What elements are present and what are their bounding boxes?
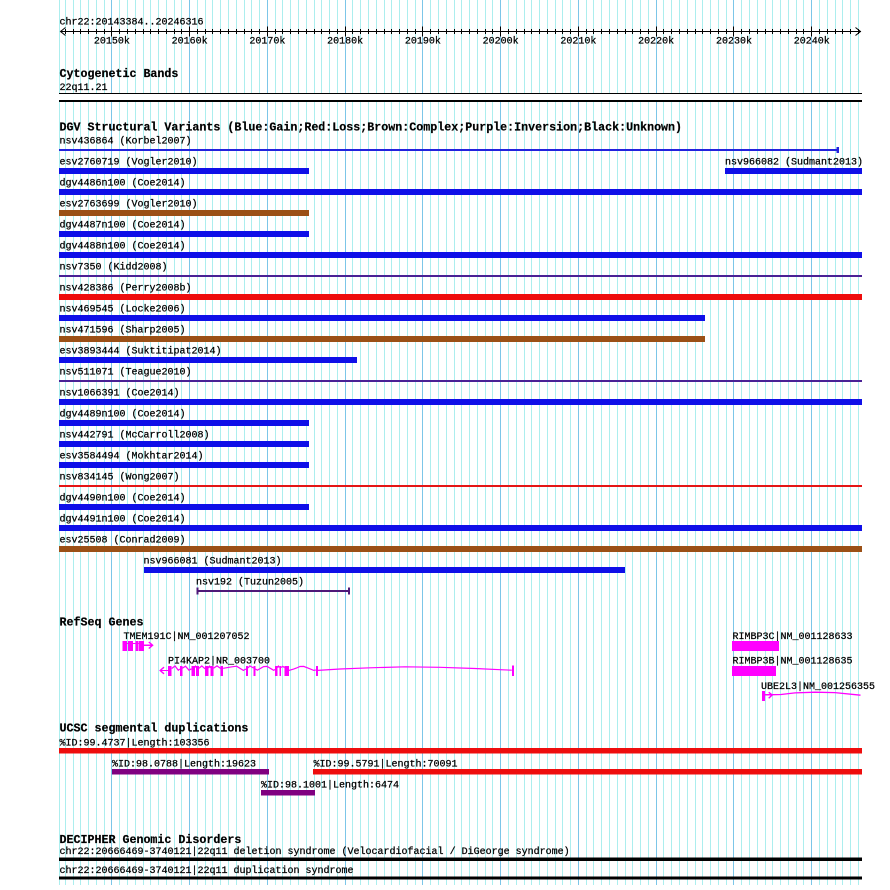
svg-text:%ID:99.5791|Length:70091: %ID:99.5791|Length:70091 (314, 759, 458, 771)
svg-text:UBE2L3|NM_001256355: UBE2L3|NM_001256355 (761, 681, 875, 693)
svg-text:esv2760719 (Vogler2010): esv2760719 (Vogler2010) (60, 157, 198, 169)
svg-text:PI4KAP2|NR_003700: PI4KAP2|NR_003700 (168, 656, 270, 668)
svg-text:%ID:99.4737|Length:103356: %ID:99.4737|Length:103356 (60, 738, 210, 750)
svg-text:DGV Structural Variants (Blue:: DGV Structural Variants (Blue:Gain;Red:L… (60, 121, 683, 135)
svg-text:20170k: 20170k (249, 36, 285, 48)
svg-text:20240k: 20240k (794, 36, 830, 48)
svg-text:esv2763699 (Vogler2010): esv2763699 (Vogler2010) (60, 199, 198, 211)
svg-text:%ID:98.1001|Length:6474: %ID:98.1001|Length:6474 (261, 780, 399, 792)
svg-text:nsv511071 (Teague2010): nsv511071 (Teague2010) (60, 367, 192, 379)
svg-text:nsv7350 (Kidd2008): nsv7350 (Kidd2008) (60, 262, 168, 274)
svg-text:dgv4487n100 (Coe2014): dgv4487n100 (Coe2014) (60, 220, 186, 232)
svg-text:nsv966082 (Sudmant2013): nsv966082 (Sudmant2013) (725, 157, 863, 169)
svg-text:chr22:20666469-3740121|22q11 d: chr22:20666469-3740121|22q11 duplication… (60, 865, 354, 877)
svg-text:UCSC segmental duplications: UCSC segmental duplications (60, 722, 249, 736)
svg-text:nsv469545 (Locke2006): nsv469545 (Locke2006) (60, 304, 186, 316)
svg-text:esv3893444 (Suktitipat2014): esv3893444 (Suktitipat2014) (60, 346, 222, 358)
svg-text:nsv1066391 (Coe2014): nsv1066391 (Coe2014) (60, 388, 180, 400)
svg-text:dgv4486n100 (Coe2014): dgv4486n100 (Coe2014) (60, 178, 186, 190)
svg-text:dgv4489n100 (Coe2014): dgv4489n100 (Coe2014) (60, 409, 186, 421)
svg-text:20150k: 20150k (94, 36, 130, 48)
svg-text:20190k: 20190k (405, 36, 441, 48)
svg-text:nsv471596 (Sharp2005): nsv471596 (Sharp2005) (60, 325, 186, 337)
svg-text:20210k: 20210k (560, 36, 596, 48)
svg-text:chr22:20143384..20246316: chr22:20143384..20246316 (60, 17, 204, 29)
svg-text:DECIPHER Genomic Disorders: DECIPHER Genomic Disorders (60, 833, 242, 847)
svg-text:nsv428386 (Perry2008b): nsv428386 (Perry2008b) (60, 283, 192, 295)
svg-text:20180k: 20180k (327, 36, 363, 48)
svg-text:esv25508 (Conrad2009): esv25508 (Conrad2009) (60, 535, 186, 547)
svg-text:nsv966081 (Sudmant2013): nsv966081 (Sudmant2013) (144, 556, 282, 568)
svg-text:dgv4490n100 (Coe2014): dgv4490n100 (Coe2014) (60, 493, 186, 505)
svg-text:Cytogenetic Bands: Cytogenetic Bands (60, 67, 179, 81)
svg-text:20200k: 20200k (483, 36, 519, 48)
svg-text:RefSeq Genes: RefSeq Genes (60, 616, 144, 630)
svg-text:22q11.21: 22q11.21 (60, 83, 108, 94)
svg-text:RIMBP3C|NM_001128633: RIMBP3C|NM_001128633 (733, 631, 853, 643)
svg-text:nsv436864 (Korbel2007): nsv436864 (Korbel2007) (60, 136, 192, 148)
svg-text:TMEM191C|NM_001207052: TMEM191C|NM_001207052 (124, 631, 250, 643)
svg-text:esv3584494 (Mokhtar2014): esv3584494 (Mokhtar2014) (60, 451, 204, 463)
svg-text:20220k: 20220k (638, 36, 674, 48)
svg-text:chr22:20666469-3740121|22q11 d: chr22:20666469-3740121|22q11 deletion sy… (60, 846, 570, 858)
svg-text:nsv442791 (McCarroll2008): nsv442791 (McCarroll2008) (60, 430, 210, 442)
svg-text:dgv4491n100 (Coe2014): dgv4491n100 (Coe2014) (60, 514, 186, 526)
svg-text:dgv4488n100 (Coe2014): dgv4488n100 (Coe2014) (60, 241, 186, 253)
svg-text:RIMBP3B|NM_001128635: RIMBP3B|NM_001128635 (733, 656, 853, 668)
svg-text:nsv834145 (Wong2007): nsv834145 (Wong2007) (60, 472, 180, 484)
svg-text:20160k: 20160k (172, 36, 208, 48)
svg-text:%ID:98.0788|Length:19623: %ID:98.0788|Length:19623 (112, 759, 256, 771)
svg-text:20230k: 20230k (716, 36, 752, 48)
svg-text:nsv192 (Tuzun2005): nsv192 (Tuzun2005) (196, 577, 304, 589)
